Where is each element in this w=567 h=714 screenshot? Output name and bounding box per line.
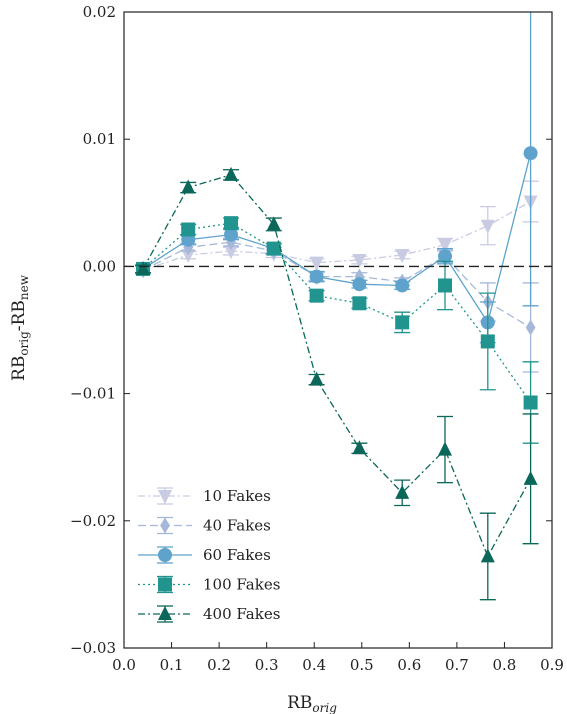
x-tick-label: 0.2 — [207, 656, 231, 674]
y-axis-label-b-subscript: new — [17, 274, 31, 300]
data-point — [224, 245, 238, 260]
data-point — [352, 277, 367, 292]
x-tick-label: 0.8 — [493, 656, 517, 674]
data-point — [266, 241, 281, 256]
y-axis-label: RBorig-RBnew — [9, 274, 31, 381]
legend-marker — [158, 548, 172, 562]
y-tick-label: −0.02 — [70, 512, 116, 530]
data-point — [438, 238, 452, 253]
legend-label: 40 Fakes — [203, 517, 271, 535]
y-axis-label-separator: -RB — [9, 300, 29, 331]
y-axis-label-a-subscript: orig — [17, 331, 31, 356]
data-point — [266, 216, 281, 231]
series-layer — [135, 12, 539, 601]
x-axis-label-main: RB — [287, 693, 312, 713]
data-point — [395, 315, 410, 330]
data-point — [438, 278, 452, 293]
legend-item: 60 Fakes — [138, 546, 271, 564]
plot-frame — [123, 11, 553, 649]
x-tick-label: 0.3 — [255, 656, 279, 674]
data-point — [438, 249, 452, 264]
legend-item: 400 Fakes — [138, 605, 280, 623]
x-tick-label: 0.0 — [112, 656, 136, 674]
data-point — [395, 248, 410, 263]
legend-label: 60 Fakes — [203, 546, 271, 564]
legend-label: 10 Fakes — [203, 487, 271, 505]
data-point — [480, 548, 495, 563]
data-point — [352, 254, 367, 269]
series-4 — [135, 166, 539, 601]
series-line — [142, 174, 532, 558]
y-axis-label-a: RB — [9, 356, 29, 381]
data-point — [309, 371, 324, 386]
x-tick-label: 0.9 — [540, 656, 564, 674]
data-point — [181, 222, 196, 237]
data-point — [525, 319, 536, 336]
data-point — [480, 219, 495, 234]
data-point — [395, 484, 410, 499]
data-point — [224, 166, 238, 181]
legend-label: 400 Fakes — [203, 605, 280, 623]
axes-layer: 0.0 0.1 0.2 0.3 0.4 0.5 0.6 0.7 0.8 0.9 0.02 0.01 0.… — [70, 3, 564, 674]
series-line — [142, 222, 532, 403]
data-point — [352, 296, 367, 311]
y-tick-label: 0.02 — [83, 3, 116, 21]
data-point — [480, 334, 495, 349]
data-point — [395, 278, 410, 293]
legend-marker — [158, 577, 172, 592]
data-point — [181, 179, 196, 194]
data-point — [224, 227, 238, 242]
data-point — [224, 216, 238, 231]
series-line — [142, 241, 531, 329]
legend-label: 100 Fakes — [203, 576, 280, 594]
series-line — [142, 200, 531, 271]
y-tick-label: 0.00 — [83, 257, 116, 275]
data-point — [309, 269, 324, 284]
data-point — [438, 441, 452, 456]
data-point — [309, 288, 324, 303]
legend-item: 40 Fakes — [138, 517, 271, 535]
data-point — [523, 470, 538, 485]
legend-marker — [158, 606, 172, 620]
y-tick-label: −0.03 — [70, 639, 116, 657]
x-axis-label: RBorig — [287, 693, 337, 714]
data-point — [136, 260, 151, 275]
data-point — [352, 440, 367, 455]
series-line — [142, 153, 532, 325]
x-tick-label: 0.7 — [445, 656, 469, 674]
x-tick-label: 0.6 — [397, 656, 421, 674]
x-tick-label: 0.5 — [350, 656, 374, 674]
legend-marker — [158, 490, 172, 504]
y-tick-label: −0.01 — [70, 385, 116, 403]
x-tick-label: 0.1 — [160, 656, 184, 674]
legend-item: 100 Fakes — [138, 576, 280, 594]
x-axis-label-subscript: orig — [312, 701, 337, 714]
data-point — [523, 146, 538, 161]
legend-item: 10 Fakes — [138, 487, 271, 505]
data-point — [523, 395, 538, 410]
data-point — [309, 256, 324, 271]
data-point — [181, 248, 196, 263]
x-tick-label: 0.4 — [302, 656, 326, 674]
legend: 10 Fakes 40 Fakes 60 Fakes 100 Fakes 400 Fak… — [138, 487, 280, 623]
y-tick-label: 0.01 — [83, 130, 116, 148]
legend-marker — [160, 517, 170, 534]
